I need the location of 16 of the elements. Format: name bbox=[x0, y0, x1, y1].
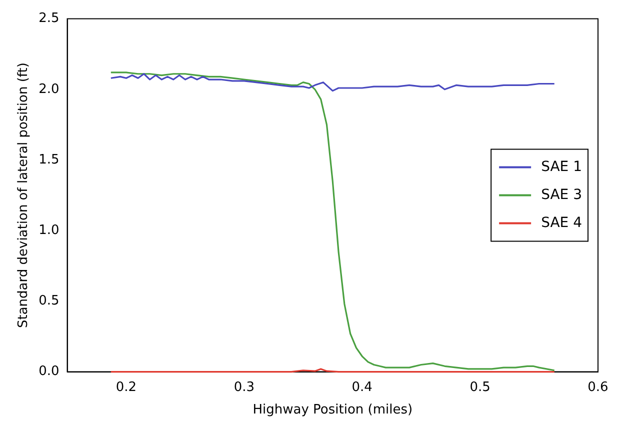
x-tick-label: 0.4 bbox=[352, 380, 372, 395]
y-tick-label: 1.5 bbox=[38, 152, 60, 168]
legend-label: SAE 1 bbox=[541, 158, 582, 175]
y-tick-label: 2.5 bbox=[38, 11, 60, 26]
x-tick-label: 0.5 bbox=[470, 380, 490, 395]
x-axis-title: Highway Position (miles) bbox=[252, 402, 413, 418]
y-tick-label: 0.5 bbox=[38, 294, 60, 309]
legend-label: SAE 4 bbox=[541, 214, 582, 231]
y-axis-title: Standard deviation of lateral position (ft) bbox=[16, 62, 32, 328]
y-tick-label: 2.0 bbox=[38, 82, 60, 97]
x-tick-label: 0.2 bbox=[116, 380, 137, 395]
y-tick-label: 1.0 bbox=[38, 222, 60, 238]
y-tick-label: 0.0 bbox=[38, 364, 60, 380]
x-tick-label: 0.6 bbox=[588, 380, 608, 395]
x-tick-label: 0.3 bbox=[234, 380, 255, 395]
legend-label: SAE 3 bbox=[541, 186, 582, 203]
